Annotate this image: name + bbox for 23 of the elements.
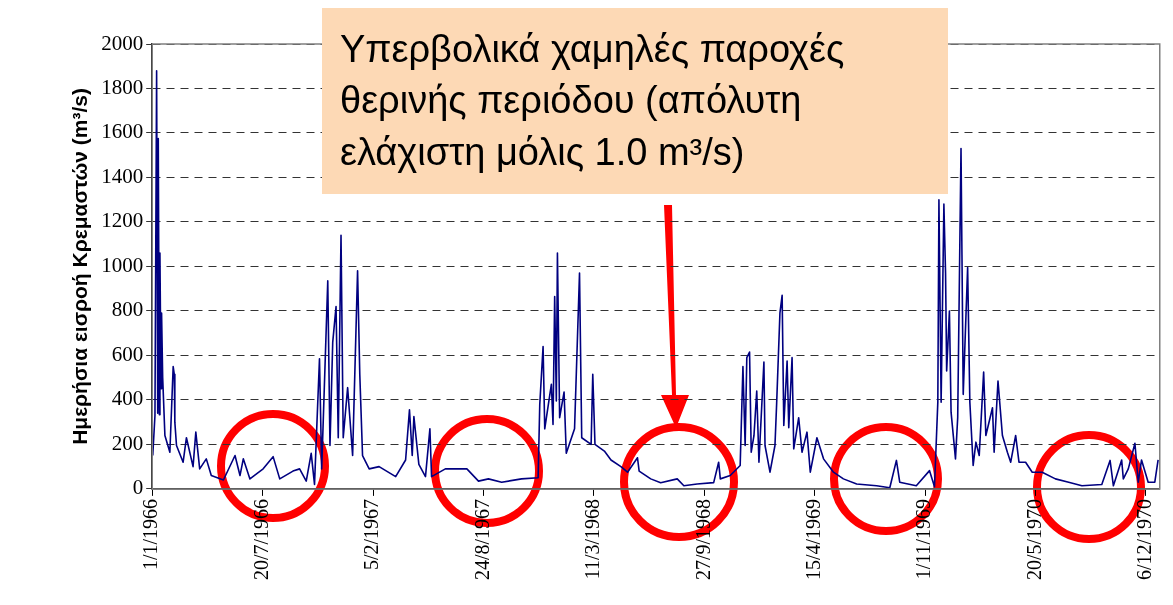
- y-tick-label: 0: [132, 475, 144, 500]
- x-tick-label: 1/11/1969: [912, 498, 935, 580]
- x-tick-label: 27/9/1968: [691, 498, 714, 581]
- x-tick-label: 5/2/1967: [360, 498, 383, 571]
- y-tick-label: 1200: [101, 208, 144, 233]
- y-tick-label: 800: [111, 297, 144, 322]
- y-tick-label: 600: [111, 341, 144, 366]
- y-axis-title: Ημερήσια εισροή Κρεμαστών (m³/s): [68, 88, 92, 445]
- x-tick-label: 24/8/1967: [470, 498, 493, 581]
- x-tick-label: 11/3/1968: [581, 498, 604, 580]
- x-tick-label: 6/12/1970: [1133, 498, 1156, 581]
- y-tick-label: 1000: [101, 252, 144, 277]
- x-tick-label: 20/7/1966: [249, 498, 272, 581]
- x-tick-label: 20/5/1970: [1022, 498, 1045, 581]
- y-tick-label: 200: [111, 430, 144, 455]
- x-tick-label: 15/4/1969: [801, 498, 824, 581]
- y-tick-label: 2000: [101, 30, 144, 55]
- y-tick-label: 1800: [101, 75, 144, 99]
- callout-box: Υπερβολικά χαμηλές παροχές θερινής περιόδου (απόλυτη ελάχιστη μόλις 1.0 m³/s): [322, 8, 948, 194]
- y-tick-label: 1600: [101, 119, 144, 144]
- y-tick-label: 400: [111, 386, 144, 411]
- y-tick-label: 1400: [101, 163, 144, 188]
- x-tick-label: 1/1/1966: [139, 498, 162, 571]
